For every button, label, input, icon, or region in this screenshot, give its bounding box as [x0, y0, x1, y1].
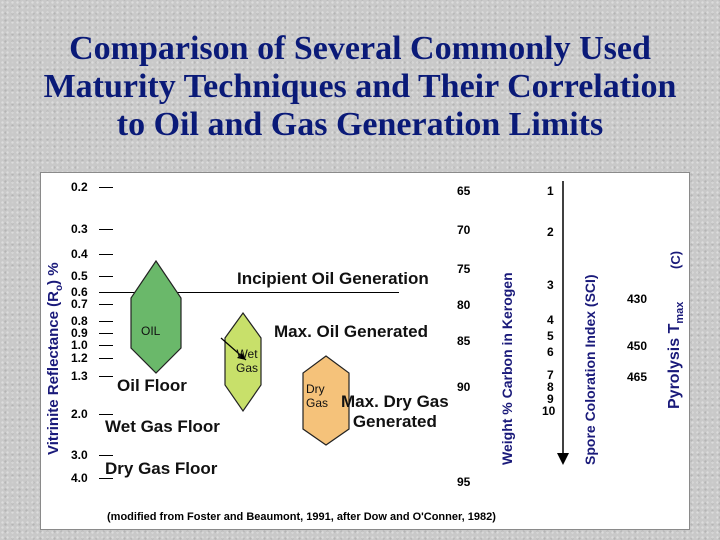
vitrinite-tick: 0.3	[71, 222, 88, 236]
sci-tick: 8	[547, 380, 554, 394]
arrowhead	[557, 453, 569, 465]
title-line-2: Maturity Techniques and Their Correlatio…	[43, 68, 677, 105]
wet-gas-floor-label: Wet Gas Floor	[105, 417, 220, 436]
max-oil-label: Max. Oil Generated	[274, 322, 428, 341]
incipient-oil-line	[99, 292, 399, 293]
sci-tick: 2	[547, 225, 554, 239]
oil-floor-label: Oil Floor	[117, 376, 187, 395]
oil-zone-label: OIL	[141, 324, 161, 338]
pointer-arrowhead	[237, 353, 246, 360]
vitrinite-tick: 0.4	[71, 247, 88, 261]
tick-mark	[99, 229, 113, 230]
vitrinite-tick: 1.2	[71, 351, 88, 365]
oil-zone-shape	[130, 259, 182, 374]
maturity-diagram-panel: Vitrinite Reflectance (Ro) % 0.2 0.3 0.4…	[40, 172, 690, 530]
vitrinite-tick: 1.0	[71, 338, 88, 352]
sci-axis-label: Spore Coloration Index (SCI)	[582, 274, 598, 465]
tick-mark	[99, 254, 113, 255]
dry-gas-zone-shape	[302, 355, 350, 446]
dry-gas-floor-label: Dry Gas Floor	[105, 459, 218, 478]
sci-tick: 4	[547, 313, 554, 327]
vitrinite-tick: 2.0	[71, 407, 88, 421]
wet-gas-zone-label: Wet Gas	[235, 347, 258, 375]
tmax-tick: 465	[627, 370, 648, 384]
incipient-oil-label: Incipient Oil Generation	[237, 269, 429, 288]
sci-tick: 1	[547, 184, 554, 198]
sci-tick: 10	[542, 404, 556, 418]
max-dry-gas-label: Max. Dry Gas Generated	[341, 392, 449, 431]
tmax-tick: 430	[627, 292, 648, 306]
tick-mark	[99, 321, 113, 322]
vitrinite-tick: 0.2	[71, 180, 88, 194]
zone-shapes	[130, 181, 569, 465]
carbon-tick: 90	[457, 380, 471, 394]
dry-gas-zone-label: Dry Gas	[306, 382, 329, 410]
vitrinite-tick: 1.3	[71, 369, 88, 383]
tick-mark	[99, 414, 113, 415]
tick-mark	[99, 187, 113, 188]
vitrinite-tick: 0.8	[71, 314, 88, 328]
carbon-tick: 80	[457, 298, 471, 312]
page-title: Comparison of Several Commonly Used Matu…	[0, 30, 720, 144]
tmax-unit-label: (C)	[668, 250, 683, 269]
sci-tick: 3	[547, 278, 554, 292]
vitrinite-tick: 0.7	[71, 297, 88, 311]
carbon-axis-label: Weight % Carbon in Kerogen	[499, 272, 515, 465]
vitrinite-tick: 3.0	[71, 448, 88, 462]
sci-tick: 5	[547, 329, 554, 343]
tick-mark	[99, 276, 113, 277]
carbon-tick: 65	[457, 184, 471, 198]
wet-gas-zone-shape	[224, 311, 262, 413]
tick-mark	[99, 358, 113, 359]
sci-tick: 9	[547, 392, 554, 406]
tick-mark	[99, 478, 113, 479]
vitrinite-tick: 0.5	[71, 269, 88, 283]
tmax-axis-label: Pyrolysis Tmax	[666, 301, 687, 409]
title-line-3: to Oil and Gas Generation Limits	[116, 106, 604, 143]
vitrinite-tick: 4.0	[71, 471, 88, 485]
tick-mark	[99, 345, 113, 346]
carbon-tick: 75	[457, 262, 471, 276]
vitrinite-tick: 0.9	[71, 326, 88, 340]
carbon-tick: 70	[457, 223, 471, 237]
vitrinite-tick: 0.6	[71, 285, 88, 299]
carbon-tick: 95	[457, 475, 471, 489]
tick-mark	[99, 304, 113, 305]
sci-tick: 6	[547, 345, 554, 359]
sci-tick: 7	[547, 368, 554, 382]
title-line-1: Comparison of Several Commonly Used	[69, 30, 651, 67]
tick-mark	[99, 333, 113, 334]
tick-mark	[99, 455, 113, 456]
tick-mark	[99, 376, 113, 377]
tmax-tick: 450	[627, 339, 648, 353]
source-note: (modified from Foster and Beaumont, 1991…	[107, 511, 496, 523]
carbon-tick: 85	[457, 334, 471, 348]
